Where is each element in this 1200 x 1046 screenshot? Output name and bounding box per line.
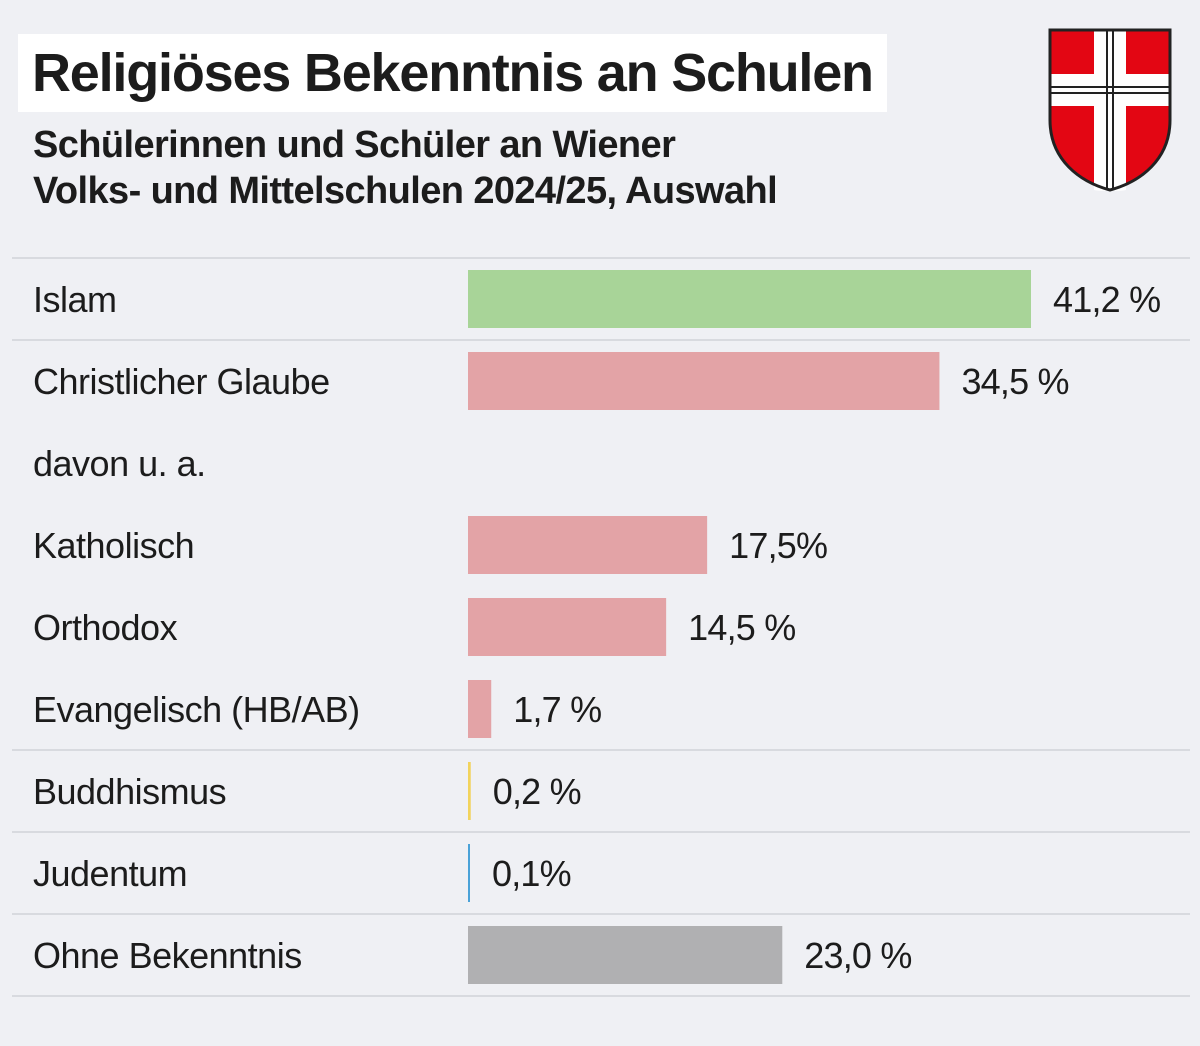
bar [468,926,783,984]
row-label: Katholisch [33,525,194,566]
value-label: 0,1% [492,853,571,894]
bar [468,270,1031,328]
bar [468,762,471,820]
bar [468,352,940,410]
row-label: Orthodox [33,607,178,648]
vienna-coat-of-arms-icon [1048,28,1172,192]
value-label: 0,2 % [493,771,581,812]
row-label: davon u. a. [33,443,206,484]
row-label: Islam [33,279,117,320]
value-label: 41,2 % [1053,279,1160,320]
value-label: 14,5 % [688,607,795,648]
bar [468,844,470,902]
value-label: 23,0 % [804,935,911,976]
subtitle-line-1: Schülerinnen und Schüler an Wiener [33,124,676,166]
row-label: Buddhismus [33,771,226,812]
title-box: Religiöses Bekenntnis an Schulen [18,34,887,112]
bar [468,680,492,738]
row-label: Christlicher Glaube [33,361,330,402]
value-label: 17,5% [729,525,827,566]
subtitle-line-2: Volks- und Mittelschulen 2024/25, Auswah… [33,170,778,212]
row-label: Ohne Bekenntnis [33,935,302,976]
value-label: 1,7 % [513,689,601,730]
bar [468,598,667,656]
chart-subtitle: Schülerinnen und Schüler an Wiener Volks… [33,122,778,214]
chart-title: Religiöses Bekenntnis an Schulen [32,43,874,103]
bar [468,516,708,574]
row-label: Judentum [33,853,187,894]
row-label: Evangelisch (HB/AB) [33,689,360,730]
value-label: 34,5 % [961,361,1068,402]
